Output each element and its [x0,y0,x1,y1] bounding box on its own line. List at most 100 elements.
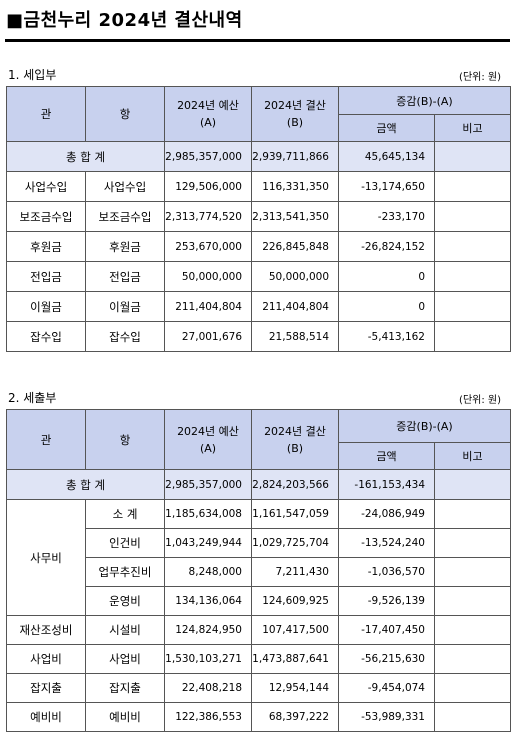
expense-settle: 68,397,222 [251,702,339,732]
expense-hang: 시설비 [85,615,165,645]
income-settle: 211,404,804 [251,291,339,322]
expense-header-row: 관 항 2024년 예산 (A) 2024년 결산 (B) 증감(B)-(A) [6,409,512,470]
expense-diff: -9,526,139 [338,586,435,616]
expense-hang-subtotal: 소 계 [85,499,165,529]
income-diff: 0 [338,291,435,322]
expense-settle: 107,417,500 [251,615,339,645]
expense-budget: 1,530,103,271 [164,644,252,674]
expense-note [433,673,512,703]
expense-header-settle: 2024년 결산 (B) [251,409,339,470]
expense-table: 관 항 2024년 예산 (A) 2024년 결산 (B) 증감(B)-(A) … [6,409,512,732]
income-diff: 0 [338,261,435,292]
income-settle: 226,845,848 [251,231,339,262]
expense-total-budget: 2,985,357,000 [164,469,252,500]
income-budget: 2,313,774,520 [164,201,252,232]
income-diff: -5,413,162 [338,321,435,352]
income-note [433,261,512,292]
income-total-budget: 2,985,357,000 [164,141,252,172]
expense-settle: 7,211,430 [251,557,339,587]
document-title: ■금천누리 2024년 결산내역 [6,10,243,31]
table-row: 업무추진비 8,248,000 7,211,430 -1,036,570 [7,557,512,587]
table-row: 잡수입 잡수입 27,001,676 21,588,514 -5,413,162 [6,321,512,352]
table-row: 인건비 1,043,249,944 1,029,725,704 -13,524,… [7,528,512,558]
income-gwan: 이월금 [6,291,86,322]
expense-note [433,702,512,732]
expense-budget: 124,824,950 [164,615,252,645]
expense-header-gwan: 관 [6,409,86,470]
income-hang: 이월금 [85,291,165,322]
expense-note [433,615,512,645]
income-settle: 2,313,541,350 [251,201,339,232]
income-budget: 50,000,000 [164,261,252,292]
table-row: 사무비 소 계 1,185,634,008 1,161,547,059 -24,… [6,499,512,616]
expense-diff: -13,524,240 [338,528,435,558]
income-note [433,291,512,322]
table-row: 재산조성비 시설비 124,824,950 107,417,500 -17,40… [6,615,512,645]
table-row: 이월금 이월금 211,404,804 211,404,804 0 [6,291,512,322]
income-hang: 전입금 [85,261,165,292]
income-note [433,201,512,232]
income-gwan: 보조금수입 [6,201,86,232]
expense-diff: -9,454,074 [338,673,435,703]
expense-gwan: 잡지출 [6,673,86,703]
income-settle: 116,331,350 [251,171,339,202]
expense-header-settle-line1: 2024년 결산 [264,424,326,438]
expense-hang: 예비비 [85,702,165,732]
table-row: 사업수입 사업수입 129,506,000 116,331,350 -13,17… [6,171,512,202]
income-diff: -233,170 [338,201,435,232]
expense-budget: 1,185,634,008 [164,499,252,529]
income-gwan: 후원금 [6,231,86,262]
expense-header-note: 비고 [433,442,512,470]
income-hang: 잡수입 [85,321,165,352]
table-row: 잡지출 잡지출 22,408,218 12,954,144 -9,454,074 [6,673,512,703]
income-hang: 보조금수입 [85,201,165,232]
table-row: 운영비 134,136,064 124,609,925 -9,526,139 [7,586,512,616]
income-hang: 사업수입 [85,171,165,202]
expense-budget: 22,408,218 [164,673,252,703]
expense-note [433,644,512,674]
expense-budget: 1,043,249,944 [164,528,252,558]
expense-diff: -17,407,450 [338,615,435,645]
expense-unit-label: (단위: 원) [459,395,501,406]
income-gwan: 잡수입 [6,321,86,352]
income-diff: -13,174,650 [338,171,435,202]
table-row: 전입금 전입금 50,000,000 50,000,000 0 [6,261,512,292]
income-header-settle-line2: (B) [286,116,304,129]
income-unit-label: (단위: 원) [459,72,501,83]
expense-gwan: 예비비 [6,702,86,732]
expense-budget: 8,248,000 [164,557,252,587]
income-table: 관 항 2024년 예산 (A) 2024년 결산 (B) 증감(B)-(A) … [6,86,512,352]
income-header-settle-line1: 2024년 결산 [264,99,326,112]
expense-settle: 12,954,144 [251,673,339,703]
income-total-note [433,141,512,172]
income-header-settle: 2024년 결산 (B) [251,86,339,142]
expense-header-budget-line1: 2024년 예산 [177,424,239,438]
expense-budget: 122,386,553 [164,702,252,732]
expense-note [433,528,512,558]
income-header-budget-line1: 2024년 예산 [177,99,239,112]
income-settle: 21,588,514 [251,321,339,352]
title-rule [5,39,510,42]
expense-total-settle: 2,824,203,566 [251,469,339,500]
income-header-budget-line2: (A) [199,116,217,129]
table-row: 사업비 사업비 1,530,103,271 1,473,887,641 -56,… [6,644,512,674]
income-budget: 211,404,804 [164,291,252,322]
expense-section-title: 2. 세출부 [8,391,57,405]
income-total-settle: 2,939,711,866 [251,141,339,172]
income-budget: 253,670,000 [164,231,252,262]
income-total-row: 총 합 계 2,985,357,000 2,939,711,866 45,645… [6,141,512,172]
expense-header-hang: 항 [85,409,165,470]
expense-hang: 사업비 [85,644,165,674]
expense-total-note [433,469,512,500]
expense-header-amount: 금액 [338,442,435,470]
expense-header-settle-line2: (B) [286,441,304,455]
expense-diff: -56,215,630 [338,644,435,674]
income-diff: -26,824,152 [338,231,435,262]
expense-total-label: 총 합 계 [6,469,165,500]
income-settle: 50,000,000 [251,261,339,292]
income-header-amount: 금액 [338,114,435,142]
expense-header-budget-line2: (A) [199,441,217,455]
income-header-note: 비고 [433,114,512,142]
expense-gwan: 사업비 [6,644,86,674]
income-gwan: 사업수입 [6,171,86,202]
